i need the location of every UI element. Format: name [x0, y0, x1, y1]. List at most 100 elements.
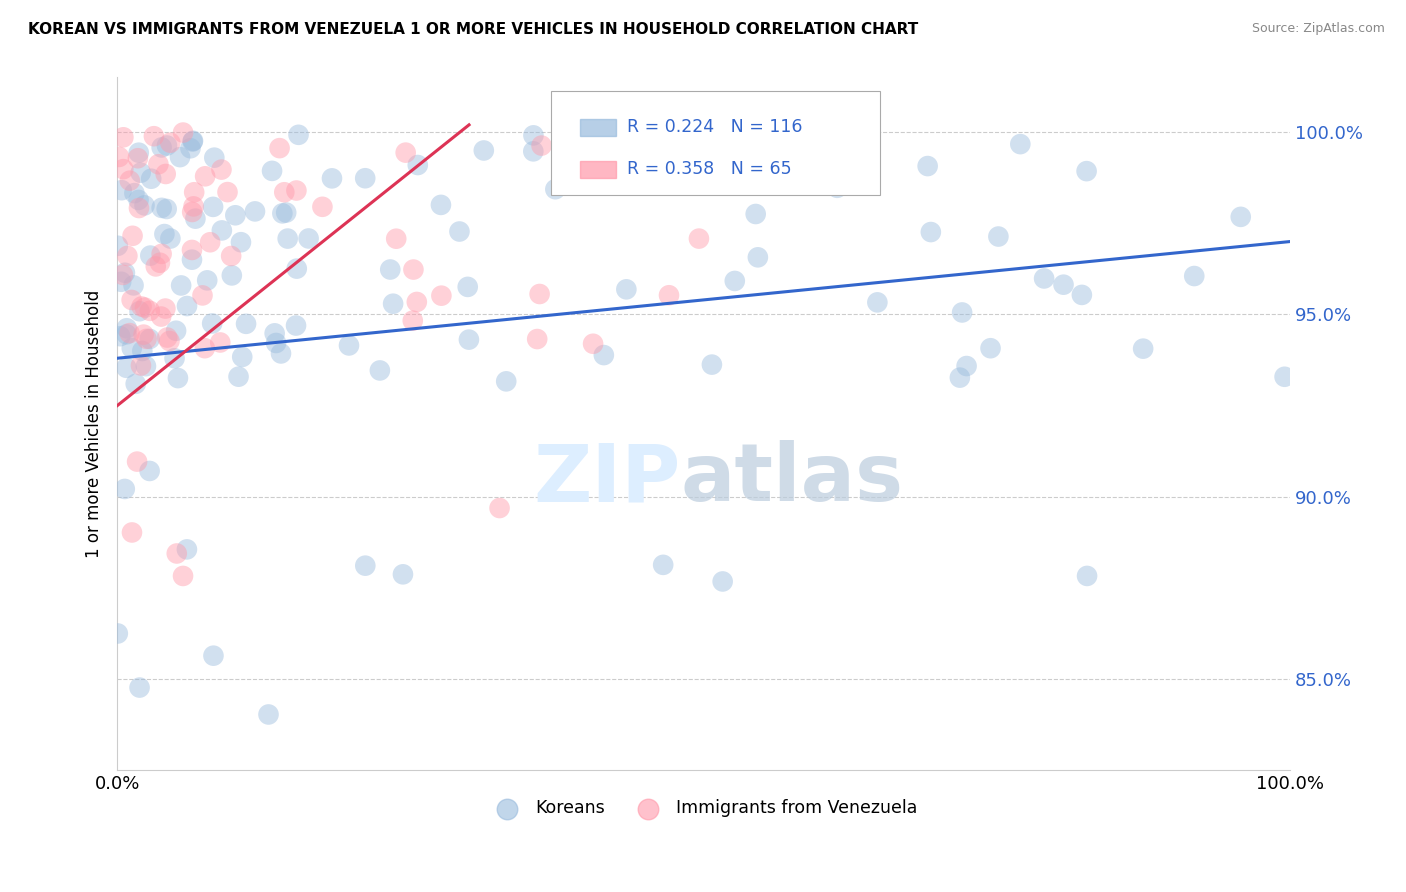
- Point: [1274, 369, 1296, 384]
- Point: [122, 278, 145, 293]
- Point: [297, 231, 319, 245]
- Point: [170, 278, 193, 293]
- Point: [124, 186, 146, 201]
- Point: [150, 140, 173, 154]
- Point: [128, 201, 150, 215]
- Point: [522, 145, 544, 159]
- Point: [153, 227, 176, 241]
- Point: [526, 332, 548, 346]
- FancyBboxPatch shape: [551, 91, 880, 195]
- Point: [472, 144, 495, 158]
- Point: [920, 225, 942, 239]
- Point: [285, 261, 308, 276]
- Point: [138, 464, 160, 478]
- Point: [139, 249, 162, 263]
- Point: [125, 376, 148, 391]
- Point: [382, 296, 405, 310]
- Point: [117, 249, 139, 263]
- Bar: [581, 161, 616, 178]
- Point: [592, 348, 614, 362]
- Point: [118, 174, 141, 188]
- Point: [114, 482, 136, 496]
- Point: [688, 231, 710, 245]
- Point: [131, 343, 153, 358]
- Y-axis label: 1 or more Vehicles in Household: 1 or more Vehicles in Household: [86, 290, 103, 558]
- Point: [457, 280, 479, 294]
- Point: [211, 162, 233, 177]
- Point: [271, 206, 294, 220]
- Text: KOREAN VS IMMIGRANTS FROM VENEZUELA 1 OR MORE VEHICLES IN HOUSEHOLD CORRELATION : KOREAN VS IMMIGRANTS FROM VENEZUELA 1 OR…: [28, 22, 918, 37]
- Point: [368, 363, 391, 377]
- Point: [201, 317, 224, 331]
- Point: [159, 231, 181, 245]
- Point: [285, 318, 308, 333]
- Point: [747, 250, 769, 264]
- Point: [150, 201, 173, 215]
- Point: [195, 273, 218, 287]
- Point: [165, 324, 187, 338]
- Point: [194, 169, 217, 184]
- Point: [111, 268, 134, 282]
- Point: [159, 334, 181, 348]
- Point: [1182, 268, 1205, 283]
- Point: [1132, 342, 1154, 356]
- Point: [209, 335, 232, 350]
- Point: [115, 321, 138, 335]
- Point: [127, 454, 149, 468]
- Point: [917, 159, 939, 173]
- Point: [191, 288, 214, 302]
- Point: [198, 235, 221, 250]
- Point: [488, 501, 510, 516]
- Point: [172, 569, 194, 583]
- Point: [155, 167, 177, 181]
- Point: [181, 243, 204, 257]
- Point: [221, 268, 243, 283]
- Point: [163, 351, 186, 366]
- Point: [430, 288, 453, 302]
- Point: [111, 183, 134, 197]
- Point: [127, 151, 149, 165]
- Point: [530, 138, 553, 153]
- Point: [229, 235, 252, 250]
- Point: [287, 128, 309, 142]
- Point: [458, 333, 481, 347]
- Point: [108, 150, 131, 164]
- Point: [107, 626, 129, 640]
- Point: [987, 229, 1010, 244]
- Point: [1033, 271, 1056, 285]
- Point: [621, 146, 644, 161]
- Point: [169, 150, 191, 164]
- Point: [159, 136, 181, 150]
- Point: [181, 135, 204, 149]
- Point: [700, 358, 723, 372]
- Point: [110, 275, 132, 289]
- Point: [129, 166, 152, 180]
- Point: [231, 350, 253, 364]
- Point: [211, 223, 233, 237]
- Point: [135, 332, 157, 346]
- Text: ZIP: ZIP: [533, 441, 681, 518]
- Point: [866, 295, 889, 310]
- Point: [273, 186, 295, 200]
- Point: [1229, 210, 1251, 224]
- Point: [107, 239, 129, 253]
- Point: [121, 293, 143, 307]
- Point: [202, 648, 225, 663]
- Point: [167, 371, 190, 385]
- Point: [141, 171, 163, 186]
- Point: [657, 167, 679, 181]
- Point: [260, 164, 283, 178]
- Point: [138, 332, 160, 346]
- Point: [172, 126, 194, 140]
- Point: [217, 185, 239, 199]
- Point: [150, 247, 173, 261]
- Point: [194, 341, 217, 355]
- Point: [224, 208, 246, 222]
- Point: [380, 262, 402, 277]
- Point: [179, 141, 201, 155]
- Point: [744, 207, 766, 221]
- Point: [235, 317, 257, 331]
- Point: [652, 558, 675, 572]
- Point: [228, 369, 250, 384]
- Point: [449, 225, 471, 239]
